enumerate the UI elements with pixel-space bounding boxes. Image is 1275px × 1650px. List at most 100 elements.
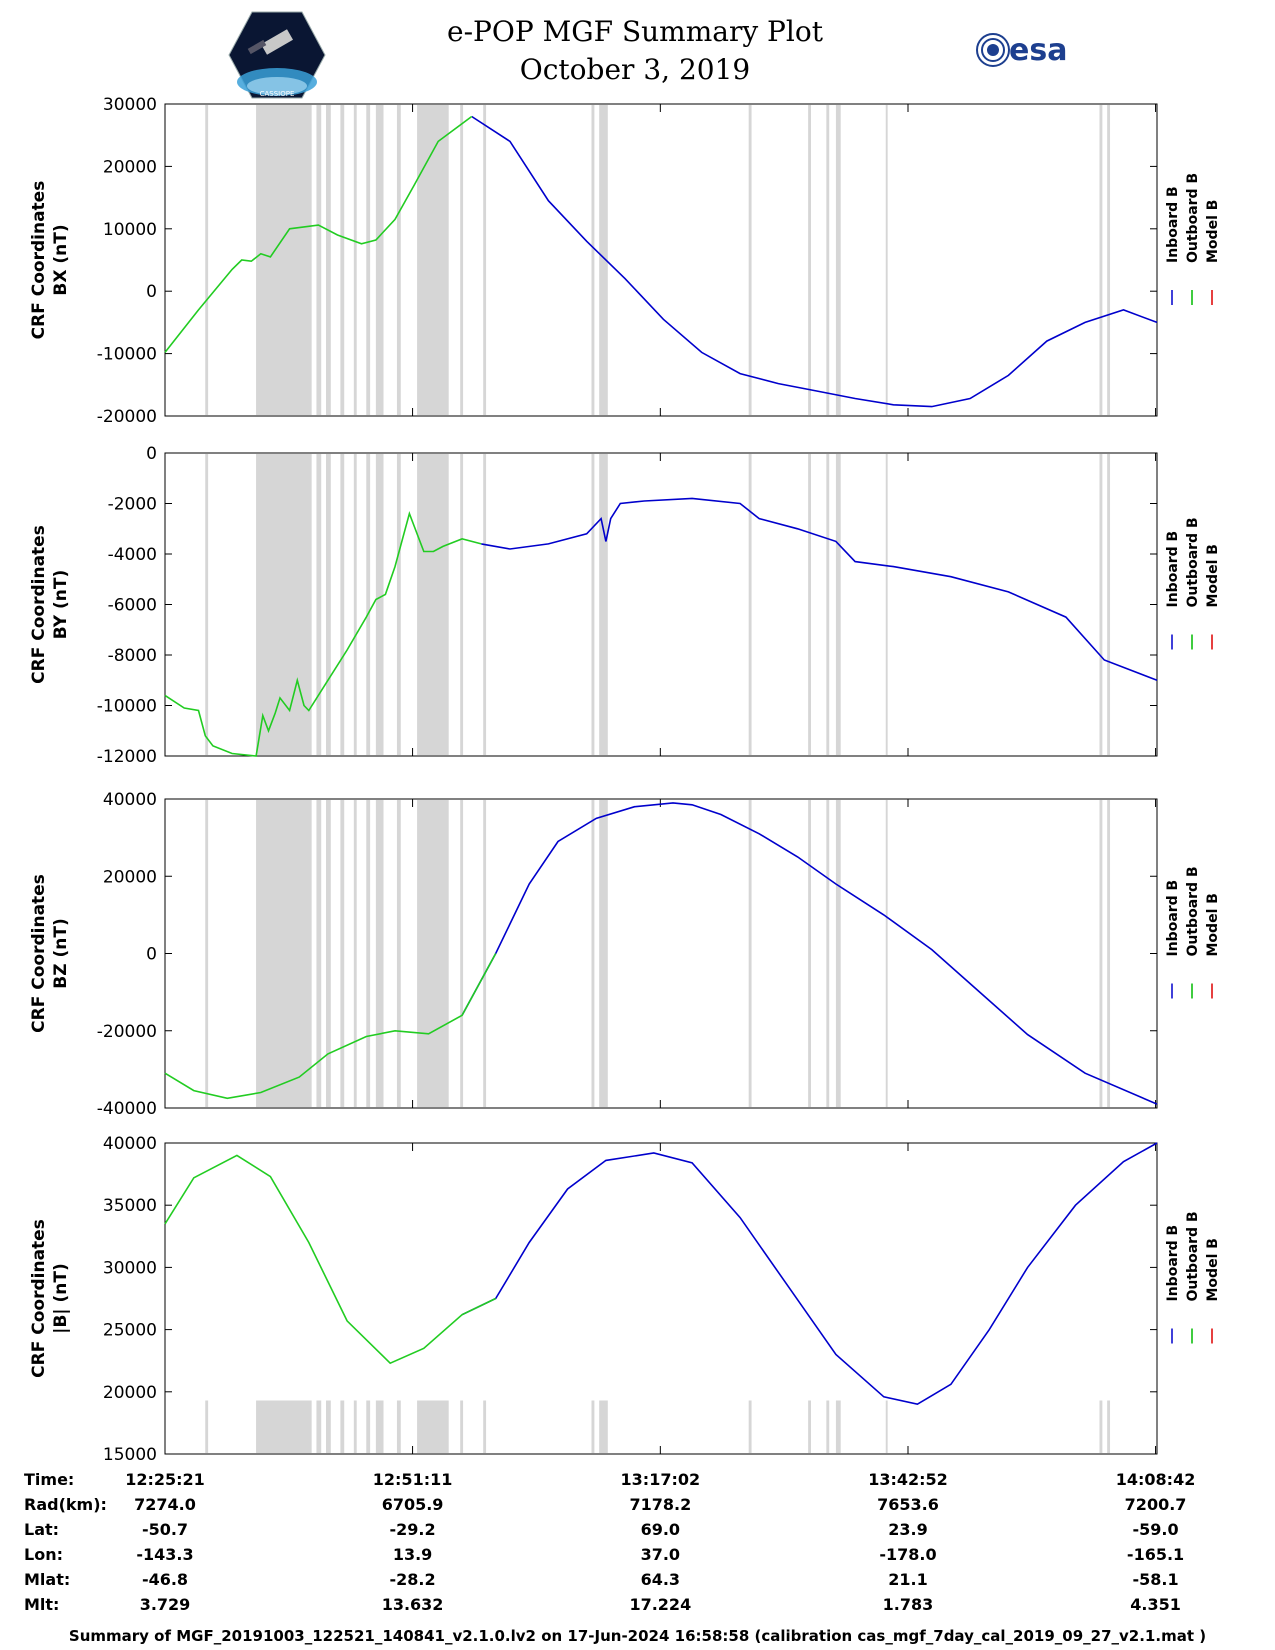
- gap-band: [748, 1400, 752, 1453]
- gap-band: [599, 454, 608, 755]
- info-cell: -28.2: [389, 1570, 436, 1589]
- info-row-label: Lon:: [24, 1545, 63, 1564]
- gap-band: [316, 454, 322, 755]
- plot-frame: [164, 103, 1158, 417]
- gap-band: [326, 1400, 331, 1453]
- y-tick-label: -20000: [97, 1022, 157, 1042]
- gap-band: [366, 454, 371, 755]
- legend-label: Outboard B: [1185, 517, 1201, 607]
- gap-band: [256, 1400, 312, 1453]
- gap-band: [483, 105, 487, 415]
- gap-band: [826, 1400, 830, 1453]
- info-row-label: Lat:: [24, 1520, 60, 1539]
- gap-band: [316, 1400, 322, 1453]
- legend-label: Model B: [1205, 544, 1221, 607]
- gap-band: [417, 105, 449, 415]
- info-cell: 6705.9: [381, 1495, 444, 1514]
- gap-band: [826, 800, 830, 1107]
- gap-band: [340, 105, 345, 415]
- y-tick-label: 10000: [103, 220, 157, 240]
- gap-band: [483, 454, 487, 755]
- gap-band: [316, 800, 322, 1107]
- info-cell: 1.783: [882, 1595, 934, 1614]
- y-tick-label: 15000: [103, 1445, 157, 1465]
- footer-summary: Summary of MGF_20191003_122521_140841_v2…: [68, 1627, 1207, 1645]
- info-cell: 7178.2: [629, 1495, 692, 1514]
- info-cell: -58.1: [1132, 1570, 1179, 1589]
- gap-band: [808, 1400, 811, 1453]
- info-cell: 7274.0: [134, 1495, 196, 1514]
- outboard-b-line: [164, 1154, 497, 1365]
- y-tick-label: 20000: [103, 1383, 157, 1403]
- gap-band: [326, 105, 331, 415]
- gap-band: [835, 105, 841, 415]
- y-tick-label: 35000: [103, 1196, 157, 1216]
- gap-band: [808, 105, 811, 415]
- info-cell: 13:42:52: [868, 1470, 948, 1489]
- gap-band: [375, 454, 384, 755]
- info-cell: -29.2: [389, 1520, 436, 1539]
- gap-band: [256, 800, 312, 1107]
- y-tick-label: 30000: [103, 95, 157, 115]
- y-axis-label: CRF Coordinates: [29, 181, 49, 340]
- y-tick-label: -8000: [108, 646, 157, 666]
- gap-band: [591, 454, 595, 755]
- info-cell: -50.7: [141, 1520, 189, 1539]
- gap-band: [599, 800, 608, 1107]
- gap-band: [353, 800, 357, 1107]
- y-axis-unit-label: BZ (nT): [51, 918, 71, 988]
- gap-band: [417, 1400, 449, 1453]
- panel-2: -12000 -10000 -8000 -6000 -4000 -2000 0 CRF Coo…: [29, 444, 1221, 767]
- gap-band: [316, 105, 322, 415]
- plot-frame: [164, 1142, 1158, 1455]
- gap-band: [326, 454, 331, 755]
- info-cell: 7653.6: [877, 1495, 939, 1514]
- gap-band: [340, 800, 345, 1107]
- y-tick-label: -2000: [108, 495, 157, 515]
- gap-band: [1107, 800, 1111, 1107]
- legend-label: Inboard B: [1165, 186, 1181, 263]
- legend-label: Inboard B: [1165, 1225, 1181, 1302]
- legend: Inboard B Outboard B Model B: [1165, 517, 1221, 650]
- inboard-b-line: [461, 802, 1158, 1105]
- gap-band: [205, 800, 209, 1107]
- legend: Inboard B Outboard B Model B: [1165, 866, 1221, 999]
- legend-label: Outboard B: [1185, 866, 1201, 956]
- y-tick-label: 25000: [103, 1321, 157, 1341]
- info-row-label: Rad(km):: [24, 1495, 107, 1514]
- gap-band: [396, 105, 401, 415]
- y-tick-label: 40000: [103, 1134, 157, 1154]
- y-axis-label: CRF Coordinates: [29, 1219, 49, 1378]
- gap-band: [826, 105, 830, 415]
- gap-band: [375, 1400, 384, 1453]
- y-tick-label: -12000: [97, 747, 157, 767]
- gap-band: [256, 454, 312, 755]
- outboard-b-line: [164, 115, 473, 353]
- gap-band: [835, 800, 841, 1107]
- info-cell: -46.8: [141, 1570, 189, 1589]
- info-cell: -59.0: [1132, 1520, 1179, 1539]
- y-axis-label: CRF Coordinates: [29, 874, 49, 1033]
- outboard-b-line: [164, 953, 497, 1100]
- y-tick-label: 20000: [103, 157, 157, 177]
- gap-band: [353, 1400, 357, 1453]
- y-axis-label: CRF Coordinates: [29, 525, 49, 684]
- gap-band: [417, 454, 449, 755]
- legend: Inboard B Outboard B Model B: [1165, 1211, 1221, 1344]
- gap-band: [205, 105, 209, 415]
- legend-label: Model B: [1205, 1238, 1221, 1301]
- gap-band: [1099, 105, 1103, 415]
- gap-band: [885, 800, 888, 1107]
- panel-1: -20000 -10000 0 10000 20000 30000 CRF Coordina…: [29, 95, 1221, 427]
- gap-band: [326, 800, 331, 1107]
- gap-band: [375, 800, 384, 1107]
- cassiope-logo: CASSIOPE: [228, 11, 326, 99]
- esa-logo: esa: [976, 33, 1067, 68]
- gap-band: [591, 800, 595, 1107]
- gap-band: [396, 454, 401, 755]
- info-cell: 12:25:21: [125, 1470, 205, 1489]
- y-axis-unit-label: BX (nT): [51, 224, 71, 295]
- inboard-b-line: [471, 115, 1158, 408]
- info-cell: 23.9: [888, 1520, 928, 1539]
- legend-label: Inboard B: [1165, 880, 1181, 957]
